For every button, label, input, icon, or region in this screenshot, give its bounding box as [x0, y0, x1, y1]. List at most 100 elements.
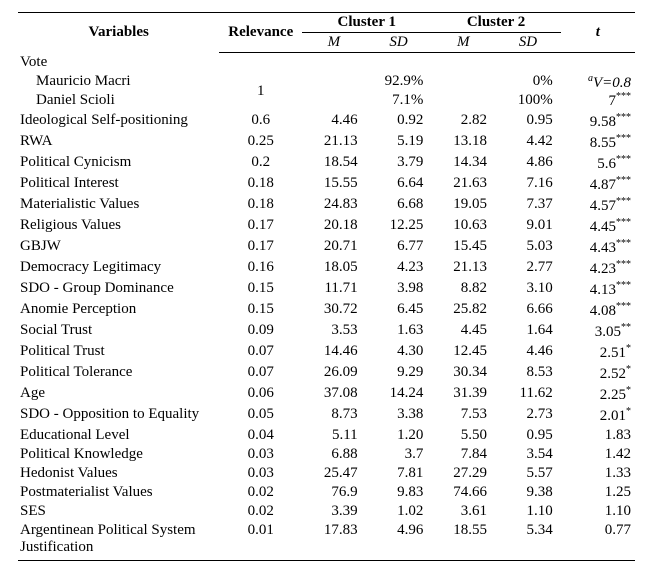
table-row: RWA0.2521.135.1913.184.428.55*** — [18, 132, 635, 153]
row-c1sd: 1.02 — [366, 502, 432, 521]
row-c2sd: 5.57 — [495, 464, 561, 483]
row-c1sd: 3.79 — [366, 153, 432, 174]
row-t: 3.05** — [561, 321, 635, 342]
row-c2m: 21.63 — [431, 174, 495, 195]
row-c2m: 31.39 — [431, 384, 495, 405]
row-c1m: 11.71 — [302, 279, 366, 300]
row-c1m: 37.08 — [302, 384, 366, 405]
col-t: t — [561, 13, 635, 53]
row-t: 4.08*** — [561, 300, 635, 321]
row-t: 2.01* — [561, 405, 635, 426]
table-row: Anomie Perception0.1530.726.4525.826.664… — [18, 300, 635, 321]
row-relevance: 0.01 — [219, 521, 302, 561]
row-c1m: 76.9 — [302, 483, 366, 502]
row-c1m: 5.11 — [302, 426, 366, 445]
row-c2sd: 4.42 — [495, 132, 561, 153]
row-c1m: 6.88 — [302, 445, 366, 464]
table-row: Political Cynicism0.218.543.7914.344.865… — [18, 153, 635, 174]
row-variable: SES — [18, 502, 219, 521]
table-row: Political Knowledge0.036.883.77.843.541.… — [18, 445, 635, 464]
row-variable: Anomie Perception — [18, 300, 219, 321]
row-c1sd: 6.77 — [366, 237, 432, 258]
row-c1m: 17.83 — [302, 521, 366, 561]
row-c1sd: 9.83 — [366, 483, 432, 502]
row-t: 4.87*** — [561, 174, 635, 195]
row-t: 2.52* — [561, 363, 635, 384]
row-c2m: 19.05 — [431, 195, 495, 216]
row-t: 5.6*** — [561, 153, 635, 174]
row-c1sd: 0.92 — [366, 111, 432, 132]
row-c2sd: 6.66 — [495, 300, 561, 321]
row-c2sd: 7.37 — [495, 195, 561, 216]
row-c1sd: 1.20 — [366, 426, 432, 445]
table-row: Religious Values0.1720.1812.2510.639.014… — [18, 216, 635, 237]
row-c1m: 3.39 — [302, 502, 366, 521]
table-row: Argentinean Political System Justificati… — [18, 521, 635, 561]
row-t: 4.57*** — [561, 195, 635, 216]
row-c2m: 4.45 — [431, 321, 495, 342]
row-variable: Political Cynicism — [18, 153, 219, 174]
row-c1m: 4.46 — [302, 111, 366, 132]
vote-c2-cand2: 100% — [495, 91, 561, 111]
row-c1m: 24.83 — [302, 195, 366, 216]
table-row: Political Trust0.0714.464.3012.454.462.5… — [18, 342, 635, 363]
row-c2m: 2.82 — [431, 111, 495, 132]
row-relevance: 0.09 — [219, 321, 302, 342]
row-variable: Political Knowledge — [18, 445, 219, 464]
row-variable: Political Interest — [18, 174, 219, 195]
row-c2sd: 3.54 — [495, 445, 561, 464]
table-row: Hedonist Values0.0325.477.8127.295.571.3… — [18, 464, 635, 483]
row-relevance: 0.07 — [219, 342, 302, 363]
row-relevance: 0.18 — [219, 174, 302, 195]
row-c2sd: 8.53 — [495, 363, 561, 384]
table-row: Democracy Legitimacy0.1618.054.2321.132.… — [18, 258, 635, 279]
row-c2m: 8.82 — [431, 279, 495, 300]
table-row: GBJW0.1720.716.7715.455.034.43*** — [18, 237, 635, 258]
row-c1m: 14.46 — [302, 342, 366, 363]
vote-c2-cand1: 0% — [495, 72, 561, 92]
row-relevance: 0.04 — [219, 426, 302, 445]
row-c2sd: 3.10 — [495, 279, 561, 300]
row-c2m: 7.84 — [431, 445, 495, 464]
stats-table: Variables Relevance Cluster 1 Cluster 2 … — [18, 12, 635, 561]
row-c2sd: 9.01 — [495, 216, 561, 237]
row-c1m: 21.13 — [302, 132, 366, 153]
row-variable: SDO - Opposition to Equality — [18, 405, 219, 426]
row-c2m: 5.50 — [431, 426, 495, 445]
row-c2sd: 11.62 — [495, 384, 561, 405]
row-c2m: 14.34 — [431, 153, 495, 174]
col-c1-m: M — [302, 33, 366, 53]
row-t: 1.33 — [561, 464, 635, 483]
row-t: 1.10 — [561, 502, 635, 521]
row-c1sd: 4.30 — [366, 342, 432, 363]
col-variables: Variables — [18, 13, 219, 53]
row-c2m: 3.61 — [431, 502, 495, 521]
row-relevance: 0.17 — [219, 216, 302, 237]
row-relevance: 0.15 — [219, 279, 302, 300]
row-c2m: 13.18 — [431, 132, 495, 153]
row-relevance: 0.18 — [219, 195, 302, 216]
row-relevance: 0.25 — [219, 132, 302, 153]
table-row: Social Trust0.093.531.634.451.643.05** — [18, 321, 635, 342]
row-variable: Social Trust — [18, 321, 219, 342]
row-t: 1.42 — [561, 445, 635, 464]
vote-cand2: Daniel Scioli — [18, 91, 219, 111]
vote-c1-cand2: 7.1% — [366, 91, 432, 111]
table-row: Age0.0637.0814.2431.3911.622.25* — [18, 384, 635, 405]
vote-t: aV=0.8 7*** — [561, 72, 635, 111]
table-row: Educational Level0.045.111.205.500.951.8… — [18, 426, 635, 445]
row-c1sd: 6.64 — [366, 174, 432, 195]
row-variable: Political Tolerance — [18, 363, 219, 384]
vote-c1-cand1: 92.9% — [366, 72, 432, 92]
vote-relevance: 1 — [219, 72, 302, 111]
row-c2sd: 5.34 — [495, 521, 561, 561]
table-row: Postmaterialist Values0.0276.99.8374.669… — [18, 483, 635, 502]
table-row: Political Tolerance0.0726.099.2930.348.5… — [18, 363, 635, 384]
row-c1m: 25.47 — [302, 464, 366, 483]
row-c1m: 8.73 — [302, 405, 366, 426]
row-t: 4.13*** — [561, 279, 635, 300]
table-row: Materialistic Values0.1824.836.6819.057.… — [18, 195, 635, 216]
row-t: 2.25* — [561, 384, 635, 405]
row-t: 2.51* — [561, 342, 635, 363]
row-relevance: 0.15 — [219, 300, 302, 321]
